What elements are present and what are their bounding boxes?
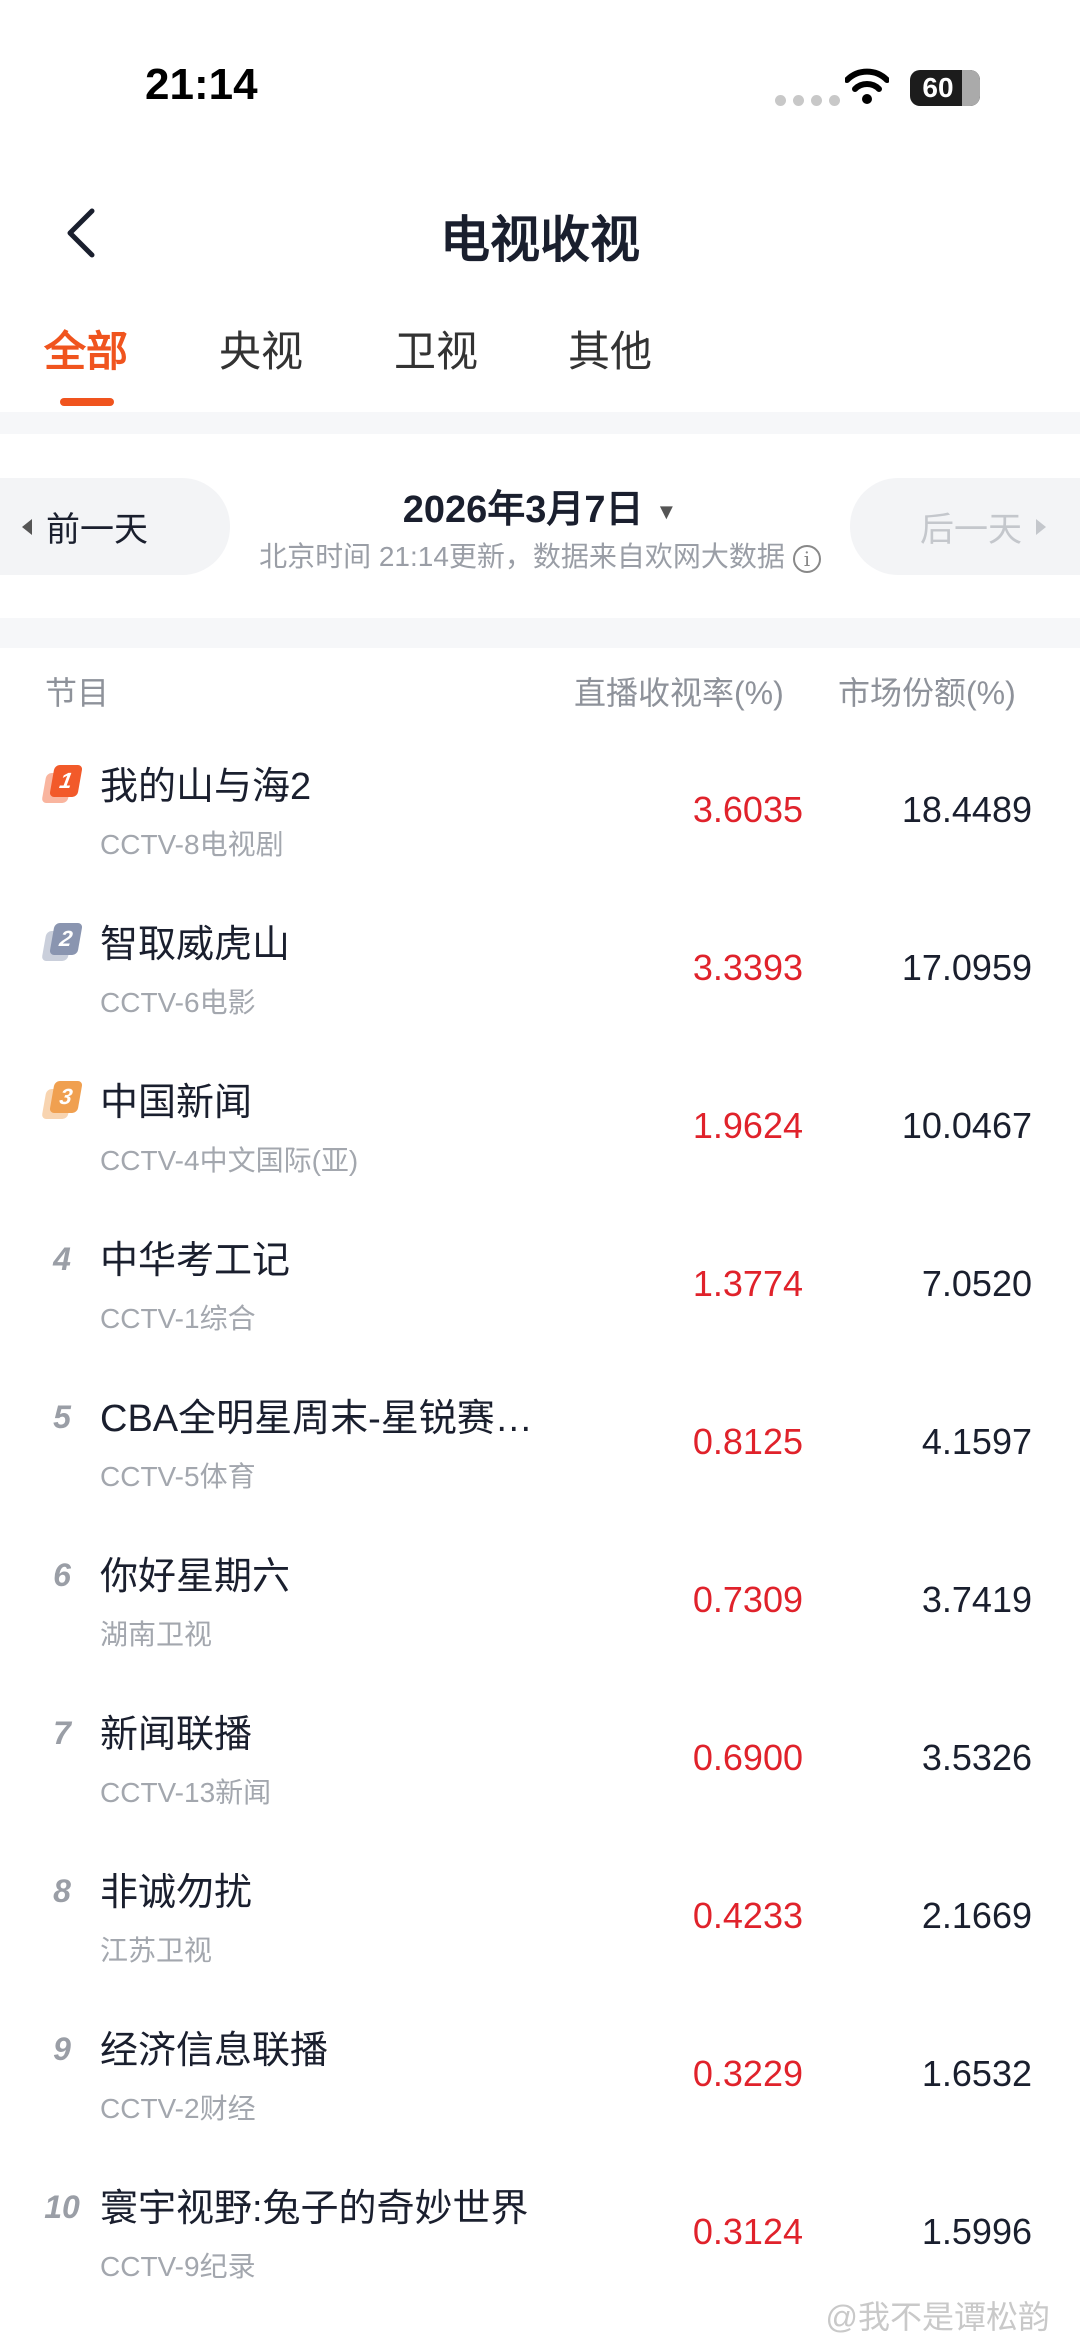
channel-name: CCTV-13新闻 [100, 1777, 272, 1808]
rating-value: 0.7309 [692, 1579, 803, 1620]
battery-icon: 60 [910, 70, 980, 106]
table-row[interactable]: 6 你好星期六 湖南卫视 0.7309 3.7419 [0, 1525, 1080, 1683]
program-name: 经济信息联播 [100, 2030, 329, 2072]
signal-dots-icon [775, 95, 840, 106]
rating-value: 1.9624 [692, 1105, 803, 1146]
channel-name: CCTV-9纪录 [100, 2251, 256, 2282]
rank-number: 9 [53, 2031, 71, 2067]
header-rating[interactable]: 直播收视率(%) [574, 675, 784, 711]
update-info: 北京时间 21:14更新，数据来自欢网大数据 i [0, 535, 1080, 575]
table-row[interactable]: 7 新闻联播 CCTV-13新闻 0.6900 3.5326 [0, 1683, 1080, 1841]
date-picker[interactable]: 2026年3月7日 ▼ [0, 478, 1080, 533]
caret-left-icon [22, 518, 32, 535]
share-value: 3.7419 [921, 1579, 1032, 1620]
share-value: 1.6532 [921, 2053, 1032, 2094]
rating-value: 0.3229 [692, 2053, 803, 2094]
channel-name: CCTV-8电视剧 [100, 829, 284, 860]
battery-level: 60 [922, 72, 954, 103]
date-label: 2026年3月7日 [402, 489, 644, 531]
table-row[interactable]: 10 寰宇视野:兔子的奇妙世界 CCTV-9纪录 0.3124 1.5996 [0, 2157, 1080, 2315]
rating-value: 0.3124 [692, 2211, 803, 2252]
prev-day-button[interactable]: 前一天 [0, 478, 230, 575]
back-icon[interactable] [62, 205, 102, 261]
wifi-icon [845, 68, 889, 104]
caret-down-icon: ▼ [655, 498, 678, 524]
divider [0, 618, 1080, 648]
rank-number: 5 [53, 1399, 71, 1435]
rank-number: 7 [53, 1715, 71, 1751]
rank-number: 1 [49, 765, 83, 797]
header-share[interactable]: 市场份额(%) [838, 675, 1016, 711]
table-row[interactable]: 1 我的山与海2 CCTV-8电视剧 3.6035 18.4489 [0, 735, 1080, 893]
share-value: 2.1669 [921, 1895, 1032, 1936]
table-row[interactable]: 3 中国新闻 CCTV-4中文国际(亚) 1.9624 10.0467 [0, 1051, 1080, 1209]
share-value: 1.5996 [921, 2211, 1032, 2252]
table-row[interactable]: 9 经济信息联播 CCTV-2财经 0.3229 1.6532 [0, 1999, 1080, 2157]
channel-name: 湖南卫视 [100, 1619, 213, 1650]
channel-name: CCTV-5体育 [100, 1461, 256, 1492]
channel-name: CCTV-4中文国际(亚) [100, 1145, 359, 1176]
share-value: 7.0520 [921, 1263, 1032, 1304]
channel-name: 江苏卫视 [100, 1935, 213, 1966]
update-text: 北京时间 21:14更新，数据来自欢网大数据 [259, 541, 785, 572]
rank-number: 4 [53, 1241, 71, 1277]
channel-name: CCTV-2财经 [100, 2093, 256, 2124]
caret-right-icon [1036, 518, 1046, 535]
rating-value: 0.8125 [692, 1421, 803, 1462]
rank-number: 8 [53, 1873, 71, 1909]
tab-satellite[interactable]: 卫视 [394, 328, 479, 375]
program-name: 新闻联播 [100, 1714, 253, 1756]
header-program: 节目 [45, 675, 110, 711]
program-name: CBA全明星周末-星锐赛… [100, 1398, 533, 1440]
rank-number: 10 [44, 2189, 80, 2225]
tab-cctv[interactable]: 央视 [219, 328, 304, 375]
active-tab-indicator [60, 398, 114, 406]
share-value: 10.0467 [901, 1105, 1032, 1146]
rank-number: 2 [49, 923, 83, 955]
rating-value: 1.3774 [692, 1263, 803, 1304]
rank-badge: 3 [41, 1081, 83, 1119]
channel-name: CCTV-1综合 [100, 1303, 256, 1334]
rank-number: 6 [53, 1557, 71, 1593]
rank-number: 3 [49, 1081, 83, 1113]
program-name: 非诚勿扰 [100, 1872, 253, 1914]
page-title: 电视收视 [440, 212, 640, 268]
share-value: 4.1597 [921, 1421, 1032, 1462]
share-value: 3.5326 [921, 1737, 1032, 1778]
program-name: 中国新闻 [100, 1082, 253, 1124]
channel-name: CCTV-6电影 [100, 987, 256, 1018]
program-name: 智取威虎山 [100, 924, 291, 966]
program-name: 中华考工记 [100, 1240, 291, 1282]
rating-value: 3.3393 [692, 947, 803, 988]
rating-value: 3.6035 [692, 789, 803, 830]
program-name: 你好星期六 [100, 1556, 291, 1598]
program-name: 我的山与海2 [100, 766, 312, 808]
rating-value: 0.6900 [692, 1737, 803, 1778]
share-value: 18.4489 [901, 789, 1032, 830]
program-name: 寰宇视野:兔子的奇妙世界 [100, 2188, 529, 2230]
tab-other[interactable]: 其他 [568, 328, 653, 375]
next-day-label: 后一天 [920, 511, 1022, 549]
info-icon[interactable]: i [792, 544, 821, 573]
rank-badge: 1 [41, 765, 83, 803]
table-row[interactable]: 4 中华考工记 CCTV-1综合 1.3774 7.0520 [0, 1209, 1080, 1367]
divider [0, 412, 1080, 434]
rank-badge: 2 [41, 923, 83, 961]
share-value: 17.0959 [901, 947, 1032, 988]
watermark: @我不是谭松韵 [825, 2299, 1051, 2335]
status-time: 21:14 [145, 60, 258, 109]
table-row[interactable]: 8 非诚勿扰 江苏卫视 0.4233 2.1669 [0, 1841, 1080, 1999]
table-row[interactable]: 2 智取威虎山 CCTV-6电影 3.3393 17.0959 [0, 893, 1080, 1051]
next-day-button[interactable]: 后一天 [850, 478, 1080, 575]
tab-all[interactable]: 全部 [44, 328, 129, 375]
table-row[interactable]: 5 CBA全明星周末-星锐赛… CCTV-5体育 0.8125 4.1597 [0, 1367, 1080, 1525]
rating-value: 0.4233 [692, 1895, 803, 1936]
prev-day-label: 前一天 [46, 511, 148, 549]
